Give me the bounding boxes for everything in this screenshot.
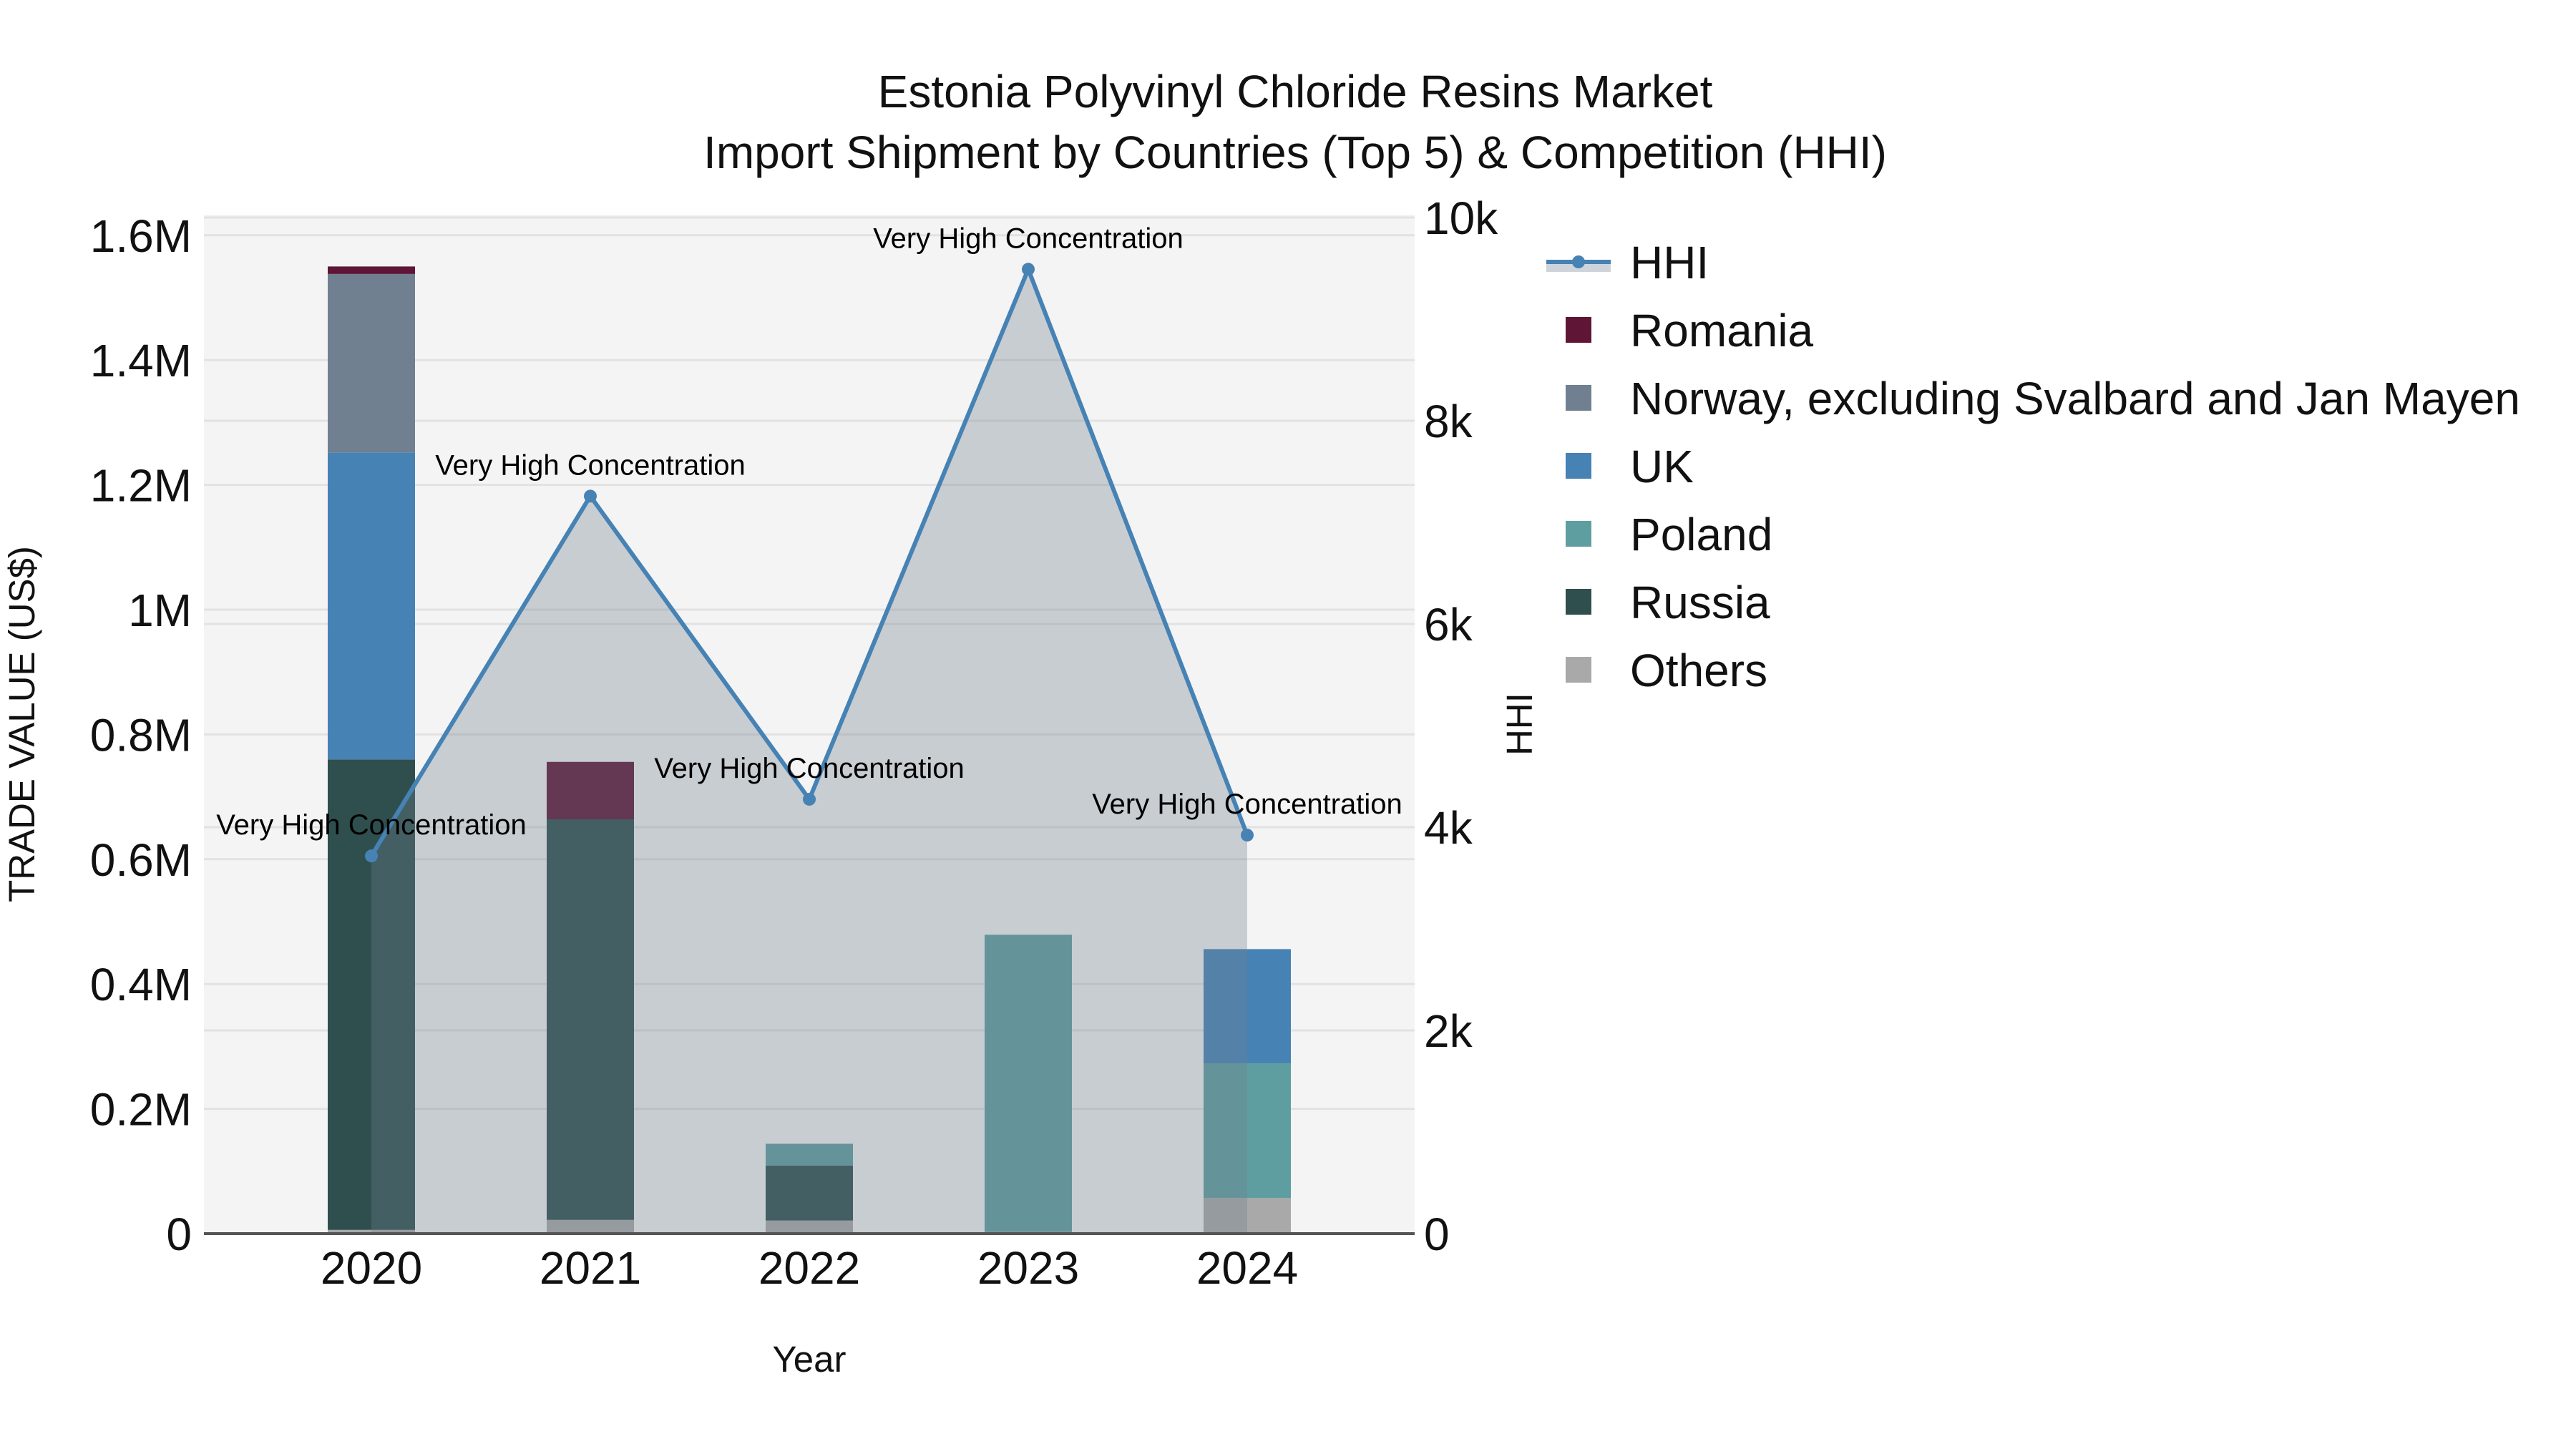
x-tick-label: 2024 — [1196, 1242, 1298, 1294]
y-right-tick-label: 8k — [1424, 396, 1473, 447]
y-left-tick-label: 0.6M — [90, 834, 192, 886]
y-right-tick-label: 4k — [1424, 802, 1473, 854]
hhi-annotations: Very High Concentration Very High Concent… — [216, 223, 1402, 841]
hhi-line-series — [365, 263, 1254, 1234]
legend-item-hhi[interactable]: HHI — [1546, 237, 1709, 288]
y-left-tick-label: 0.2M — [90, 1084, 192, 1136]
hhi-annotation-label: Very High Concentration — [1092, 789, 1402, 820]
y-left-tick-label: 1M — [128, 585, 192, 636]
legend-item-norway[interactable]: Norway, excluding Svalbard and Jan Mayen — [1566, 373, 2520, 424]
bar-segment-uk — [1204, 949, 1291, 1063]
legend-color-swatch — [1566, 589, 1591, 615]
y-left-tick-label: 0.4M — [90, 959, 192, 1010]
hhi-annotation-label: Very High Concentration — [654, 753, 965, 784]
bar-segment-poland — [766, 1143, 853, 1166]
legend-label: Norway, excluding Svalbard and Jan Mayen — [1630, 373, 2520, 424]
y-right-tick-label: 0 — [1424, 1209, 1450, 1260]
hhi-annotation-label: Very High Concentration — [435, 449, 746, 481]
y-axis-right-title: HHI — [1499, 693, 1540, 756]
x-tick-label: 2023 — [977, 1242, 1079, 1294]
hhi-marker — [1022, 263, 1035, 276]
legend-item-romania[interactable]: Romania — [1566, 305, 1814, 356]
hhi-marker — [584, 489, 597, 503]
legend-color-swatch — [1566, 385, 1591, 411]
bar-segment-russia — [766, 1165, 853, 1221]
hhi-marker — [803, 792, 816, 806]
y-left-tick-label: 1.6M — [90, 210, 192, 262]
legend-label: UK — [1630, 441, 1694, 492]
hhi-annotation-label: Very High Concentration — [216, 809, 527, 841]
y-left-tick-label: 1.2M — [90, 460, 192, 512]
y-left-tick-label: 0.8M — [90, 709, 192, 761]
chart-title-line-1: Estonia Polyvinyl Chloride Resins Market — [878, 66, 1713, 117]
hhi-area-fill — [371, 269, 1247, 1234]
bar-segment-romania — [547, 761, 634, 819]
hhi-marker — [1241, 829, 1254, 842]
legend-color-swatch — [1566, 453, 1591, 479]
bar-segment-russia — [328, 759, 415, 1230]
legend-item-russia[interactable]: Russia — [1566, 577, 1770, 628]
x-axis-title: Year — [772, 1339, 846, 1380]
legend-label: Poland — [1630, 509, 1772, 560]
legend-color-swatch — [1566, 317, 1591, 343]
axis-ticks: 2020 2021 2022 2023 2024 0 0.2M 0.4M 0.6M 0.8M 1M 1… — [90, 192, 1498, 1294]
legend-color-swatch — [1566, 657, 1591, 683]
x-tick-label: 2020 — [321, 1242, 422, 1294]
legend: HHI Romania Norway, excluding Svalbard and… — [1546, 237, 2520, 696]
legend-item-others[interactable]: Others — [1566, 645, 1767, 696]
legend-label: Others — [1630, 645, 1767, 696]
y-left-tick-label: 1.4M — [90, 335, 192, 386]
chart-title-line-2: Import Shipment by Countries (Top 5) & C… — [703, 127, 1887, 178]
bar-segment-uk — [328, 452, 415, 760]
legend-label: HHI — [1630, 237, 1709, 288]
bar-segment-others — [1204, 1198, 1291, 1234]
y-right-tick-label: 2k — [1424, 1005, 1473, 1057]
bar-segment-romania — [328, 266, 415, 274]
legend-label: Romania — [1630, 305, 1814, 356]
hhi-marker — [365, 849, 378, 863]
legend-color-swatch — [1566, 521, 1591, 547]
y-right-tick-label: 10k — [1424, 192, 1498, 244]
y-axis-left-title: TRADE VALUE (US$) — [1, 546, 42, 902]
x-tick-label: 2021 — [540, 1242, 641, 1294]
legend-item-uk[interactable]: UK — [1566, 441, 1694, 492]
legend-item-poland[interactable]: Poland — [1566, 509, 1772, 560]
legend-marker-icon — [1572, 255, 1585, 268]
bar-segment-others — [766, 1220, 853, 1234]
bar-segment-others — [547, 1219, 634, 1234]
legend-label: Russia — [1630, 577, 1770, 628]
hhi-annotation-label: Very High Concentration — [873, 223, 1184, 254]
bar-segment-norway — [328, 273, 415, 453]
bar-segment-russia — [547, 819, 634, 1220]
stacked-bars — [328, 266, 1291, 1234]
y-left-tick-label: 0 — [166, 1209, 192, 1260]
y-right-tick-label: 6k — [1424, 599, 1473, 650]
x-tick-label: 2022 — [758, 1242, 860, 1294]
bar-segment-poland — [1204, 1063, 1291, 1199]
bar-segment-poland — [985, 935, 1072, 1232]
bar-segment-others — [328, 1229, 415, 1234]
